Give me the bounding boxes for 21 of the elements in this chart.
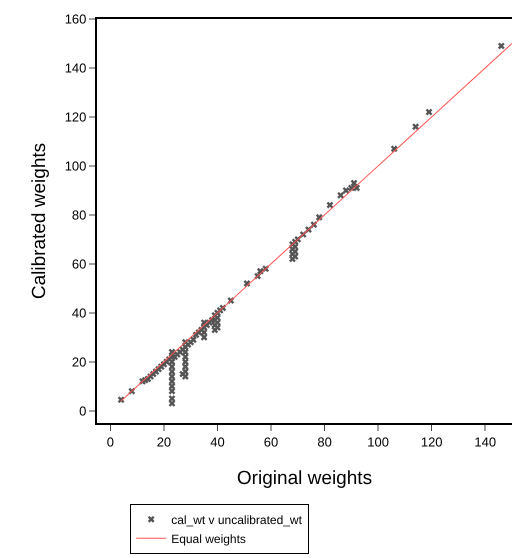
x-tick-label: 140	[474, 434, 496, 450]
y-tick-label: 40	[72, 305, 86, 320]
y-tick-label: 60	[72, 256, 86, 272]
x-tick-label: 120	[420, 434, 443, 450]
y-tick-label: 140	[64, 60, 86, 76]
y-tick-label: 80	[72, 207, 86, 222]
y-tick-label: 20	[72, 354, 86, 370]
x-tick-label: 60	[264, 434, 278, 450]
y-axis-title: Calibrated weights	[29, 142, 50, 300]
x-tick-label: 40	[210, 434, 225, 450]
y-tick-label: 120	[64, 109, 86, 124]
y-tick-label: 100	[64, 158, 86, 174]
x-tick-label: 20	[156, 434, 172, 450]
x-tick-label: 100	[367, 434, 389, 450]
x-axis-title: Original weights	[236, 468, 372, 489]
legend-label: Equal weights	[171, 532, 246, 546]
x-tick-label: 80	[317, 434, 332, 450]
x-tick-label: 0	[106, 434, 114, 450]
y-tick-label: 160	[64, 12, 86, 27]
y-tick-label: 0	[79, 403, 86, 418]
legend-label: cal_wt v uncalibrated_wt	[171, 512, 303, 527]
